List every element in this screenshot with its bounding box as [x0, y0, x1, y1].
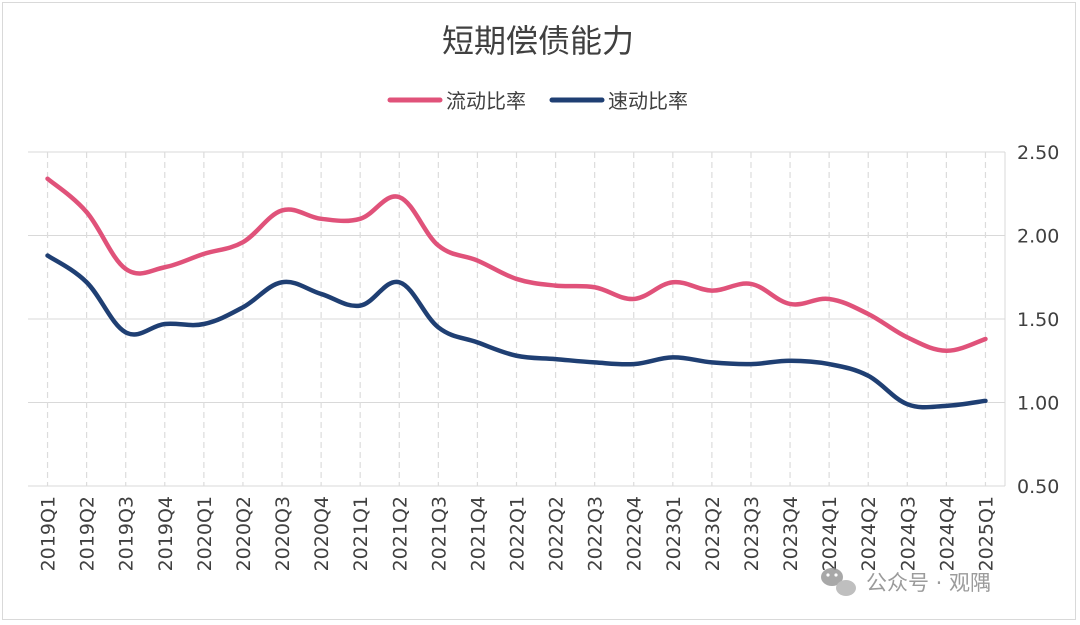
chart-title: 短期偿债能力 [442, 22, 634, 60]
x-tick-label: 2022Q4 [624, 496, 646, 571]
legend: 流动比率 速动比率 [387, 89, 688, 113]
x-tick-label: 2019Q2 [77, 496, 99, 571]
x-tick-label: 2019Q1 [38, 496, 60, 571]
legend-label: 流动比率 [446, 89, 526, 113]
x-tick-label: 2024Q4 [936, 496, 958, 571]
series-lines [45, 176, 988, 410]
series-line-2 [45, 253, 988, 410]
grid [28, 151, 1006, 487]
wechat-icon [821, 568, 856, 596]
x-tick-label: 2022Q3 [585, 496, 607, 571]
x-tick-label: 2020Q3 [272, 496, 294, 571]
x-tick-label: 2025Q1 [975, 496, 997, 571]
x-tick-label: 2024Q1 [819, 496, 841, 571]
x-tick-label: 2019Q3 [116, 496, 138, 571]
x-tick-label: 2023Q4 [780, 496, 802, 571]
x-tick-label: 2021Q2 [389, 496, 411, 571]
watermark: 公众号 · 观隅 [821, 568, 991, 596]
x-tick-label: 2020Q2 [233, 496, 255, 571]
watermark-text: 公众号 · 观隅 [866, 571, 991, 595]
x-tick-label: 2022Q1 [507, 496, 529, 571]
y-tick-label: 1.00 [1017, 393, 1059, 415]
x-tick-label: 2022Q2 [546, 496, 568, 571]
y-tick-label: 2.00 [1017, 226, 1059, 248]
y-tick-label: 1.50 [1017, 309, 1059, 331]
x-tick-label: 2020Q4 [311, 496, 333, 571]
x-tick-label: 2023Q1 [663, 496, 685, 571]
x-tick-label: 2023Q3 [741, 496, 763, 571]
x-tick-label: 2021Q1 [350, 496, 372, 571]
x-tick-label: 2021Q3 [428, 496, 450, 571]
x-axis: 2019Q1 2019Q2 2019Q3 2019Q4 2020Q1 2020Q2 2020… [38, 496, 998, 571]
x-tick-label: 2021Q4 [467, 496, 489, 571]
series-line-1 [45, 176, 988, 353]
y-axis: 0.50 1.00 1.50 2.00 2.50 [1017, 142, 1059, 498]
y-tick-label: 2.50 [1017, 142, 1059, 164]
y-tick-label: 0.50 [1017, 476, 1059, 498]
x-tick-label: 2024Q2 [858, 496, 880, 571]
x-tick-label: 2024Q3 [897, 496, 919, 571]
x-tick-label: 2019Q4 [155, 496, 177, 571]
x-tick-label: 2023Q2 [702, 496, 724, 571]
legend-label: 速动比率 [608, 89, 688, 113]
x-tick-label: 2020Q1 [194, 496, 216, 571]
